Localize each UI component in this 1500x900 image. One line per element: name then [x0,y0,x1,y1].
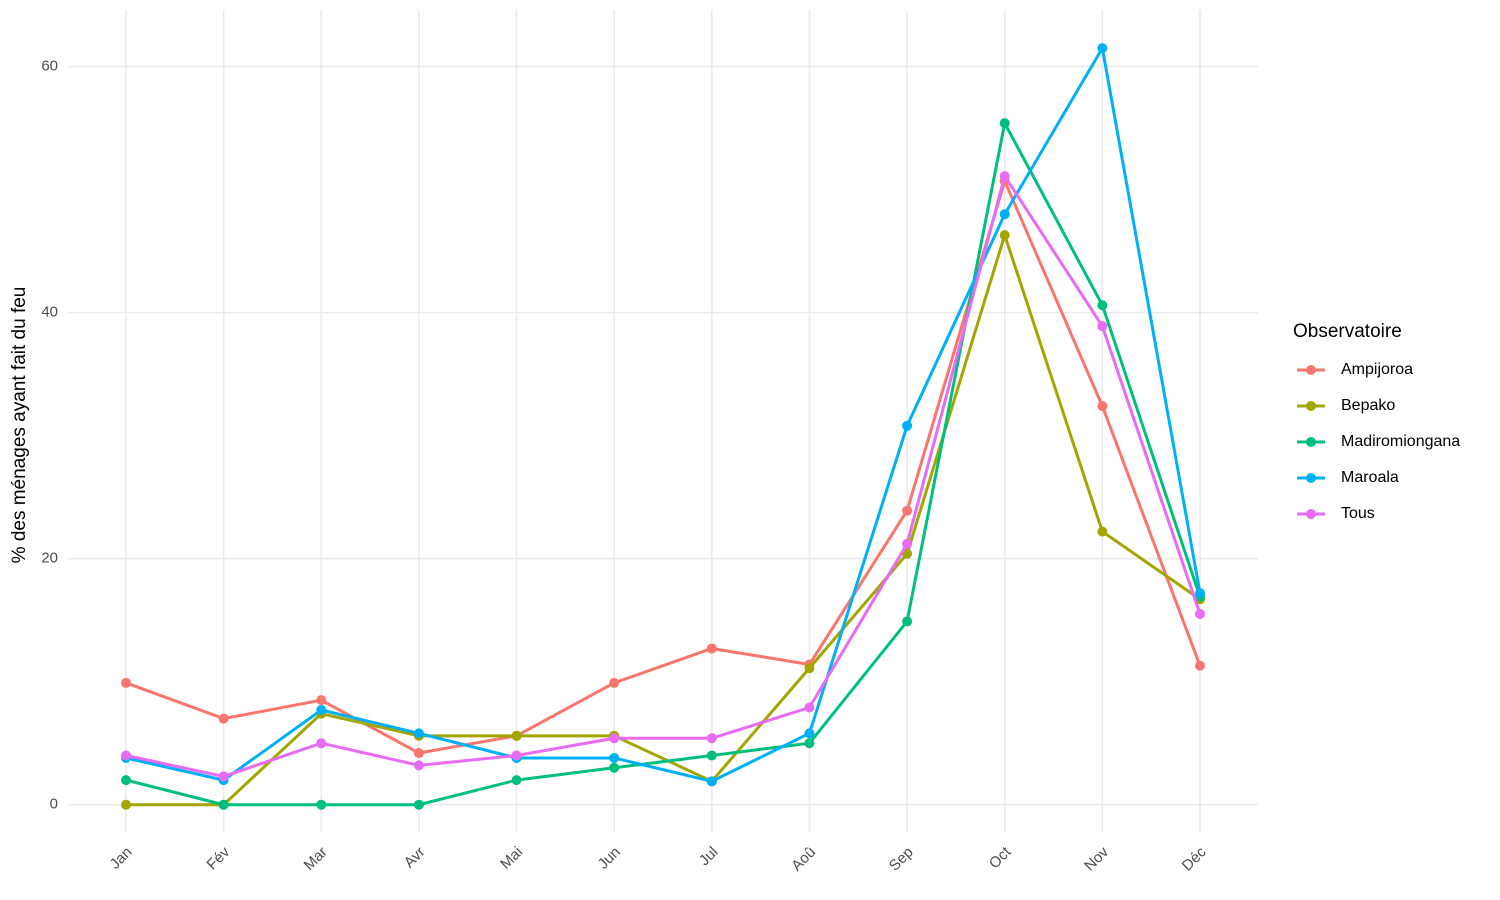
legend-title: Observatoire [1293,321,1402,342]
data-point [218,799,229,810]
series-line [125,172,1202,778]
legend-swatch-point [1306,365,1316,375]
data-point [413,760,424,771]
series-line [125,176,1202,755]
legend-label: Ampijoroa [1341,361,1413,378]
data-point [706,733,717,744]
data-point [121,750,131,761]
data-point [609,733,620,744]
data-point [413,799,424,810]
data-point [1097,526,1108,537]
data-point [706,643,717,654]
y-axis-title: % des ménages ayant fait du feu [9,287,30,564]
data-point [121,799,131,810]
y-tick-label: 20 [41,550,58,567]
legend-swatch-point [1306,509,1316,519]
legend-label: Maroala [1341,469,1399,486]
data-point [316,704,327,715]
data-point [1097,43,1108,54]
data-point [609,752,620,763]
x-tick-label: Aoû [788,844,819,875]
data-point [902,538,913,549]
data-point [316,738,327,749]
legend-swatch-point [1306,473,1316,483]
y-tick-label: 0 [50,796,58,813]
data-point [999,171,1010,182]
data-point [804,728,815,739]
data-point [902,420,913,431]
data-point [1195,660,1205,671]
x-tick-label: Jun [595,844,624,873]
x-tick-label: Jul [696,844,722,870]
data-point [706,776,717,787]
x-tick-label: Jan [107,844,136,873]
data-point [413,728,424,739]
x-tick-label: Nov [1081,843,1112,874]
data-point [902,505,913,516]
data-point [999,118,1010,129]
x-tick-label: Mai [497,844,526,873]
data-point [511,775,522,786]
y-tick-label: 40 [41,304,58,321]
series-line [125,118,1202,807]
x-tick-label: Oct [986,843,1015,872]
data-point [121,775,131,786]
data-point [999,230,1010,241]
x-tick-label: Déc [1179,843,1210,874]
y-tick-label: 60 [41,58,58,75]
data-point [609,762,620,773]
legend-swatch-point [1306,401,1316,411]
x-tick-label: Sep [886,844,917,875]
data-point [804,738,815,749]
data-point [804,702,815,713]
data-point [706,750,717,761]
data-point [511,730,522,741]
data-point [1195,609,1205,620]
x-tick-label: Avr [401,844,429,872]
legend-label: Bepako [1341,397,1395,414]
data-point [1195,588,1205,599]
data-point [218,713,229,724]
x-tick-label: Fév [204,843,234,873]
data-point [609,677,620,688]
data-point [218,771,229,782]
data-point [511,750,522,761]
data-point [121,677,131,688]
series-line [125,43,1202,783]
legend-label: Tous [1341,505,1375,522]
data-point [316,695,327,706]
data-point [1097,321,1108,332]
x-tick-label: Mar [301,844,331,874]
data-point [413,748,424,759]
data-point [1097,401,1108,412]
data-point [316,799,327,810]
data-point [999,209,1010,220]
data-point [902,616,913,627]
legend-label: Madiromiongana [1341,433,1460,450]
series-line [126,230,1201,807]
data-point [902,548,913,559]
data-point [1097,300,1108,311]
data-point [804,663,815,674]
legend-swatch-point [1306,437,1316,447]
